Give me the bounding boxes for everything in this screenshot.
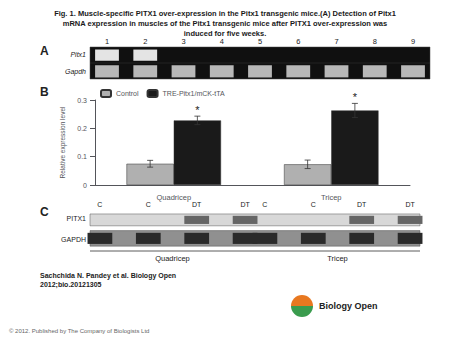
- svg-text:DT: DT: [240, 201, 250, 208]
- svg-text:0.2: 0.2: [77, 125, 87, 132]
- svg-text:C: C: [40, 205, 49, 219]
- svg-text:2012;bio.20121305: 2012;bio.20121305: [40, 281, 102, 289]
- svg-text:Quadricep: Quadricep: [156, 193, 191, 202]
- svg-text:0.3: 0.3: [77, 97, 87, 104]
- svg-text:Quadricep: Quadricep: [155, 254, 190, 263]
- svg-text:0: 0: [83, 182, 87, 189]
- svg-text:Gapdh: Gapdh: [65, 68, 86, 76]
- svg-text:5: 5: [258, 37, 262, 46]
- svg-text:*: *: [195, 104, 200, 116]
- svg-text:Fig. 1. Muscle-specific PITX1: Fig. 1. Muscle-specific PITX1 over-expre…: [54, 9, 396, 18]
- svg-text:induced for five weeks.: induced for five weeks.: [184, 29, 267, 38]
- svg-text:DT: DT: [192, 201, 202, 208]
- svg-text:9: 9: [411, 37, 415, 46]
- svg-text:Tricep: Tricep: [321, 193, 342, 202]
- svg-text:C: C: [146, 201, 151, 208]
- svg-text:Relative expression level: Relative expression level: [59, 106, 67, 178]
- svg-text:Biology Open: Biology Open: [319, 301, 378, 311]
- svg-text:C: C: [311, 201, 316, 208]
- svg-text:1: 1: [105, 37, 109, 46]
- svg-text:TRE-Pitx1/mCK-tTA: TRE-Pitx1/mCK-tTA: [163, 90, 225, 97]
- svg-text:PITX1: PITX1: [67, 215, 87, 222]
- svg-text:A: A: [40, 44, 49, 58]
- svg-text:Tricep: Tricep: [327, 254, 348, 263]
- svg-text:6: 6: [296, 37, 300, 46]
- svg-text:2: 2: [143, 37, 147, 46]
- svg-text:Sachchida N. Pandey et al. Bio: Sachchida N. Pandey et al. Biology Open: [40, 272, 176, 280]
- svg-text:Pitx1: Pitx1: [70, 51, 86, 58]
- svg-text:B: B: [40, 85, 49, 99]
- svg-text:© 2012. Published by The Compa: © 2012. Published by The Company of Biol…: [9, 328, 149, 334]
- svg-text:3: 3: [181, 37, 185, 46]
- svg-text:Control: Control: [116, 90, 139, 97]
- svg-text:GAPDH: GAPDH: [61, 236, 86, 243]
- svg-text:DT: DT: [357, 201, 367, 208]
- svg-text:8: 8: [373, 37, 377, 46]
- svg-text:4: 4: [220, 37, 224, 46]
- svg-text:0.1: 0.1: [77, 153, 87, 160]
- svg-text:C: C: [262, 201, 267, 208]
- svg-text:mRNA expression in muscles of: mRNA expression in muscles of the Pitx1 …: [63, 19, 387, 28]
- svg-text:*: *: [353, 91, 358, 103]
- svg-text:DT: DT: [405, 201, 415, 208]
- svg-text:7: 7: [334, 37, 338, 46]
- svg-text:C: C: [97, 201, 102, 208]
